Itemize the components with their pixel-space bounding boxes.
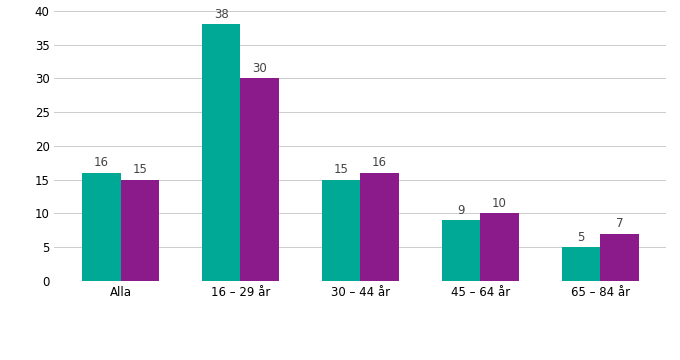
Bar	[322, 180, 360, 281]
Text: 30: 30	[252, 62, 267, 75]
Text: 10: 10	[492, 197, 507, 210]
Text: 5: 5	[577, 231, 585, 244]
Bar	[360, 173, 398, 281]
Text: 15: 15	[133, 163, 147, 176]
Bar	[442, 220, 480, 281]
Text: 7: 7	[615, 217, 623, 230]
Bar	[82, 173, 120, 281]
Text: 9: 9	[458, 204, 465, 217]
Legend: Kvinnor, Män: Kvinnor, Män	[302, 355, 419, 360]
Text: 16: 16	[372, 157, 387, 170]
Bar	[202, 24, 241, 281]
Bar	[562, 247, 600, 281]
Bar	[241, 78, 279, 281]
Text: 38: 38	[214, 8, 228, 21]
Bar	[600, 234, 639, 281]
Bar	[120, 180, 159, 281]
Text: 15: 15	[334, 163, 349, 176]
Bar	[480, 213, 519, 281]
Text: 16: 16	[94, 157, 109, 170]
